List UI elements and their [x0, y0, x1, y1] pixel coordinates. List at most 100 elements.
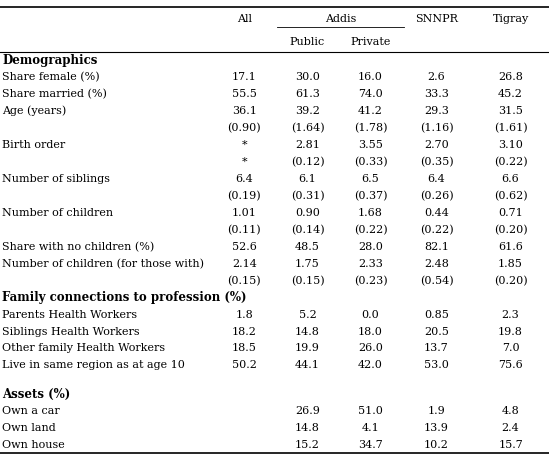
Text: 29.3: 29.3 — [424, 106, 449, 116]
Text: Demographics: Demographics — [2, 54, 98, 66]
Text: Number of children: Number of children — [2, 208, 113, 218]
Text: 2.3: 2.3 — [502, 310, 519, 320]
Text: 0.44: 0.44 — [424, 208, 449, 218]
Text: 52.6: 52.6 — [232, 242, 257, 251]
Text: (0.23): (0.23) — [354, 275, 388, 286]
Text: 1.68: 1.68 — [358, 208, 383, 218]
Text: (0.31): (0.31) — [290, 191, 324, 201]
Text: 39.2: 39.2 — [295, 106, 320, 116]
Text: Parents Health Workers: Parents Health Workers — [2, 310, 137, 320]
Text: 48.5: 48.5 — [295, 242, 320, 251]
Text: (0.26): (0.26) — [419, 191, 453, 201]
Text: 2.14: 2.14 — [232, 259, 257, 269]
Text: 7.0: 7.0 — [502, 344, 519, 354]
Text: SNNPR: SNNPR — [415, 14, 458, 24]
Text: 15.7: 15.7 — [498, 440, 523, 450]
Text: Own land: Own land — [2, 423, 56, 433]
Text: 0.71: 0.71 — [498, 208, 523, 218]
Text: 18.5: 18.5 — [232, 344, 257, 354]
Text: 2.48: 2.48 — [424, 259, 449, 269]
Text: Other family Health Workers: Other family Health Workers — [2, 344, 165, 354]
Text: 30.0: 30.0 — [295, 72, 320, 82]
Text: 2.81: 2.81 — [295, 140, 320, 150]
Text: (1.61): (1.61) — [494, 123, 528, 133]
Text: 6.4: 6.4 — [236, 174, 253, 184]
Text: (0.15): (0.15) — [227, 275, 261, 286]
Text: 14.8: 14.8 — [295, 327, 320, 337]
Text: 28.0: 28.0 — [358, 242, 383, 251]
Text: 10.2: 10.2 — [424, 440, 449, 450]
Text: 13.9: 13.9 — [424, 423, 449, 433]
Text: Tigray: Tigray — [492, 14, 529, 24]
Text: 6.6: 6.6 — [502, 174, 519, 184]
Text: (0.37): (0.37) — [354, 191, 388, 201]
Text: 26.8: 26.8 — [498, 72, 523, 82]
Text: 31.5: 31.5 — [498, 106, 523, 116]
Text: 20.5: 20.5 — [424, 327, 449, 337]
Text: (0.62): (0.62) — [494, 191, 528, 201]
Text: 14.8: 14.8 — [295, 423, 320, 433]
Text: 16.0: 16.0 — [358, 72, 383, 82]
Text: 1.85: 1.85 — [498, 259, 523, 269]
Text: 0.85: 0.85 — [424, 310, 449, 320]
Text: (0.15): (0.15) — [290, 275, 324, 286]
Text: Siblings Health Workers: Siblings Health Workers — [2, 327, 140, 337]
Text: 42.0: 42.0 — [358, 360, 383, 371]
Text: (1.64): (1.64) — [290, 123, 324, 133]
Text: 75.6: 75.6 — [498, 360, 523, 371]
Text: (0.20): (0.20) — [494, 224, 528, 235]
Text: Number of siblings: Number of siblings — [2, 174, 110, 184]
Text: 1.01: 1.01 — [232, 208, 257, 218]
Text: Assets (%): Assets (%) — [2, 387, 70, 401]
Text: 2.33: 2.33 — [358, 259, 383, 269]
Text: 61.6: 61.6 — [498, 242, 523, 251]
Text: (0.35): (0.35) — [419, 157, 453, 167]
Text: 15.2: 15.2 — [295, 440, 320, 450]
Text: (0.54): (0.54) — [419, 275, 453, 286]
Text: (0.20): (0.20) — [494, 275, 528, 286]
Text: 53.0: 53.0 — [424, 360, 449, 371]
Text: 41.2: 41.2 — [358, 106, 383, 116]
Text: Live in same region as at age 10: Live in same region as at age 10 — [2, 360, 185, 371]
Text: 18.0: 18.0 — [358, 327, 383, 337]
Text: All: All — [237, 14, 252, 24]
Text: (0.22): (0.22) — [354, 224, 388, 235]
Text: 26.0: 26.0 — [358, 344, 383, 354]
Text: Public: Public — [290, 37, 325, 47]
Text: 0.0: 0.0 — [362, 310, 379, 320]
Text: 55.5: 55.5 — [232, 89, 257, 99]
Text: 2.70: 2.70 — [424, 140, 449, 150]
Text: 51.0: 51.0 — [358, 406, 383, 416]
Text: Age (years): Age (years) — [2, 106, 66, 116]
Text: 6.5: 6.5 — [362, 174, 379, 184]
Text: (0.90): (0.90) — [227, 123, 261, 133]
Text: (0.22): (0.22) — [419, 224, 453, 235]
Text: (1.16): (1.16) — [419, 123, 453, 133]
Text: (0.11): (0.11) — [227, 224, 261, 235]
Text: Share married (%): Share married (%) — [2, 89, 107, 99]
Text: 17.1: 17.1 — [232, 72, 257, 82]
Text: (0.14): (0.14) — [290, 224, 324, 235]
Text: *: * — [242, 140, 247, 150]
Text: Private: Private — [350, 37, 391, 47]
Text: 1.75: 1.75 — [295, 259, 320, 269]
Text: 19.9: 19.9 — [295, 344, 320, 354]
Text: 33.3: 33.3 — [424, 89, 449, 99]
Text: 6.4: 6.4 — [428, 174, 445, 184]
Text: 3.10: 3.10 — [498, 140, 523, 150]
Text: (0.33): (0.33) — [354, 157, 388, 167]
Text: 82.1: 82.1 — [424, 242, 449, 251]
Text: 45.2: 45.2 — [498, 89, 523, 99]
Text: 19.8: 19.8 — [498, 327, 523, 337]
Text: (1.78): (1.78) — [354, 123, 388, 133]
Text: (0.19): (0.19) — [227, 191, 261, 201]
Text: 18.2: 18.2 — [232, 327, 257, 337]
Text: Own a car: Own a car — [2, 406, 60, 416]
Text: 6.1: 6.1 — [299, 174, 316, 184]
Text: 44.1: 44.1 — [295, 360, 320, 371]
Text: (0.12): (0.12) — [290, 157, 324, 167]
Text: 34.7: 34.7 — [358, 440, 383, 450]
Text: 0.90: 0.90 — [295, 208, 320, 218]
Text: 4.1: 4.1 — [362, 423, 379, 433]
Text: 1.8: 1.8 — [236, 310, 253, 320]
